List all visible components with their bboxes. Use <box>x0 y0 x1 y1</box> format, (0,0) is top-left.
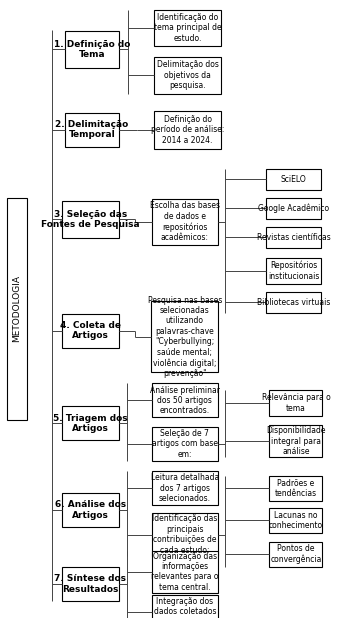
Text: Seleção de 7
artigos com base
em:: Seleção de 7 artigos com base em: <box>152 429 218 459</box>
FancyBboxPatch shape <box>269 476 322 501</box>
FancyBboxPatch shape <box>152 513 218 556</box>
Text: 6. Análise dos
Artigos: 6. Análise dos Artigos <box>55 500 126 520</box>
Text: 3. Seleção das
Fontes de Pesquisa: 3. Seleção das Fontes de Pesquisa <box>41 210 139 229</box>
Text: Integração dos
dados coletados
com as discussões: Integração dos dados coletados com as di… <box>149 597 220 618</box>
FancyBboxPatch shape <box>152 471 218 506</box>
FancyBboxPatch shape <box>154 10 221 46</box>
FancyBboxPatch shape <box>269 508 322 533</box>
FancyBboxPatch shape <box>62 493 119 527</box>
Text: 1. Definição do
Tema: 1. Definição do Tema <box>54 40 130 59</box>
FancyBboxPatch shape <box>62 201 119 238</box>
Text: SciELO: SciELO <box>281 175 307 184</box>
FancyBboxPatch shape <box>266 198 321 219</box>
FancyBboxPatch shape <box>154 111 221 149</box>
FancyBboxPatch shape <box>152 595 218 618</box>
Text: Repositórios
institucionais: Repositórios institucionais <box>268 261 320 281</box>
FancyBboxPatch shape <box>62 407 119 440</box>
FancyBboxPatch shape <box>266 292 321 313</box>
FancyBboxPatch shape <box>62 313 119 347</box>
FancyBboxPatch shape <box>152 427 218 461</box>
FancyBboxPatch shape <box>62 567 119 601</box>
Text: Leitura detalhada
dos 7 artigos
selecionados.: Leitura detalhada dos 7 artigos selecion… <box>151 473 219 503</box>
Text: Bibliotecas virtuais: Bibliotecas virtuais <box>257 298 331 307</box>
Text: Pesquisa nas bases
selecionadas
utilizando
palavras-chave
"Cyberbullying;
saúde : Pesquisa nas bases selecionadas utilizan… <box>148 295 222 378</box>
FancyBboxPatch shape <box>151 301 218 372</box>
Text: 4. Coleta de
Artigos: 4. Coleta de Artigos <box>60 321 121 341</box>
Text: 2. Delimitação
Temporal: 2. Delimitação Temporal <box>56 120 129 140</box>
Text: Análise preliminar
dos 50 artigos
encontrados.: Análise preliminar dos 50 artigos encont… <box>150 386 220 415</box>
FancyBboxPatch shape <box>65 31 120 68</box>
Text: Delimitação dos
objetivos da
pesquisa.: Delimitação dos objetivos da pesquisa. <box>157 61 218 90</box>
Text: Lacunas no
conhecimento: Lacunas no conhecimento <box>269 510 323 530</box>
Text: Definição do
período de análise:
2014 a 2024.: Definição do período de análise: 2014 a … <box>151 115 224 145</box>
Text: 7. Síntese dos
Resultados: 7. Síntese dos Resultados <box>54 574 126 594</box>
FancyBboxPatch shape <box>7 198 27 420</box>
FancyBboxPatch shape <box>266 258 321 284</box>
FancyBboxPatch shape <box>152 551 218 593</box>
FancyBboxPatch shape <box>269 390 322 416</box>
FancyBboxPatch shape <box>269 542 322 567</box>
Text: Padrões e
tendências: Padrões e tendências <box>275 478 317 498</box>
Text: Google Acadêmico: Google Acadêmico <box>258 203 329 213</box>
FancyBboxPatch shape <box>154 57 221 94</box>
Text: Pontos de
convergência: Pontos de convergência <box>270 544 322 564</box>
FancyBboxPatch shape <box>269 425 322 457</box>
FancyBboxPatch shape <box>152 199 217 245</box>
FancyBboxPatch shape <box>65 112 120 146</box>
Text: METODOLOGIA: METODOLOGIA <box>12 276 22 342</box>
Text: Relevância para o
tema: Relevância para o tema <box>262 393 330 413</box>
Text: Identificação do
tema principal de
estudo.: Identificação do tema principal de estud… <box>154 13 222 43</box>
Text: Identificação das
principais
contribuições de
cada estudo:: Identificação das principais contribuiçõ… <box>152 514 217 555</box>
FancyBboxPatch shape <box>266 169 321 190</box>
Text: 5. Triagem dos
Artigos: 5. Triagem dos Artigos <box>53 413 127 433</box>
Text: Escolha das bases
de dados e
repositórios
acadêmicos:: Escolha das bases de dados e repositório… <box>150 201 220 242</box>
Text: Disponibilidade
integral para
análise: Disponibilidade integral para análise <box>266 426 326 456</box>
FancyBboxPatch shape <box>152 383 218 418</box>
FancyBboxPatch shape <box>266 227 321 248</box>
Text: Revistas científicas: Revistas científicas <box>257 233 331 242</box>
Text: Organização das
informações
relevantes para o
tema central.: Organização das informações relevantes p… <box>151 551 218 592</box>
